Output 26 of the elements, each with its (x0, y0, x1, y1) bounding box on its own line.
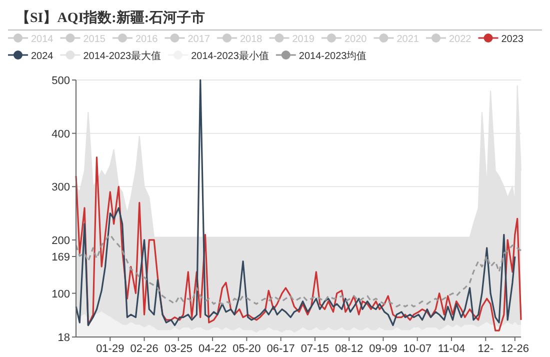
x-tick-label: 04-22 (198, 343, 227, 355)
x-tick-label: 12-26 (500, 343, 529, 355)
y-tick-label: 169 (52, 251, 70, 264)
x-tick-label: 12- (478, 343, 494, 355)
x-tick-label: 05-20 (232, 343, 261, 355)
x-tick-label: 08-12 (335, 343, 364, 355)
x-tick-label: 06-17 (266, 343, 295, 355)
x-tick-label: 07-15 (300, 343, 330, 355)
legend-label: 2014-2023均值 (298, 50, 367, 62)
legend-label: 2014-2023最大值 (83, 50, 162, 62)
x-tick-label: 11-04 (438, 343, 466, 355)
y-tick-label: 300 (52, 182, 70, 194)
x-tick-label: 01-29 (96, 343, 124, 355)
legend-label: 2024 (31, 51, 54, 62)
legend-label: 2023 (501, 34, 524, 45)
y-tick-label: 500 (52, 75, 70, 87)
legend-label: 2014-2023最小值 (191, 50, 269, 62)
y-tick-label: 400 (52, 128, 70, 140)
x-tick-label: 02-26 (130, 343, 158, 355)
x-tick-label: 09-09 (369, 343, 398, 355)
chart-title: 【SI】AQI指数:新疆:石河子市 (16, 9, 206, 26)
y-tick-label: 18 (58, 332, 70, 344)
y-tick-label: 200 (52, 234, 70, 247)
y-tick-label: 100 (52, 288, 70, 300)
x-tick-label: 10-07 (403, 343, 432, 355)
x-tick-label: 03-25 (164, 343, 192, 355)
